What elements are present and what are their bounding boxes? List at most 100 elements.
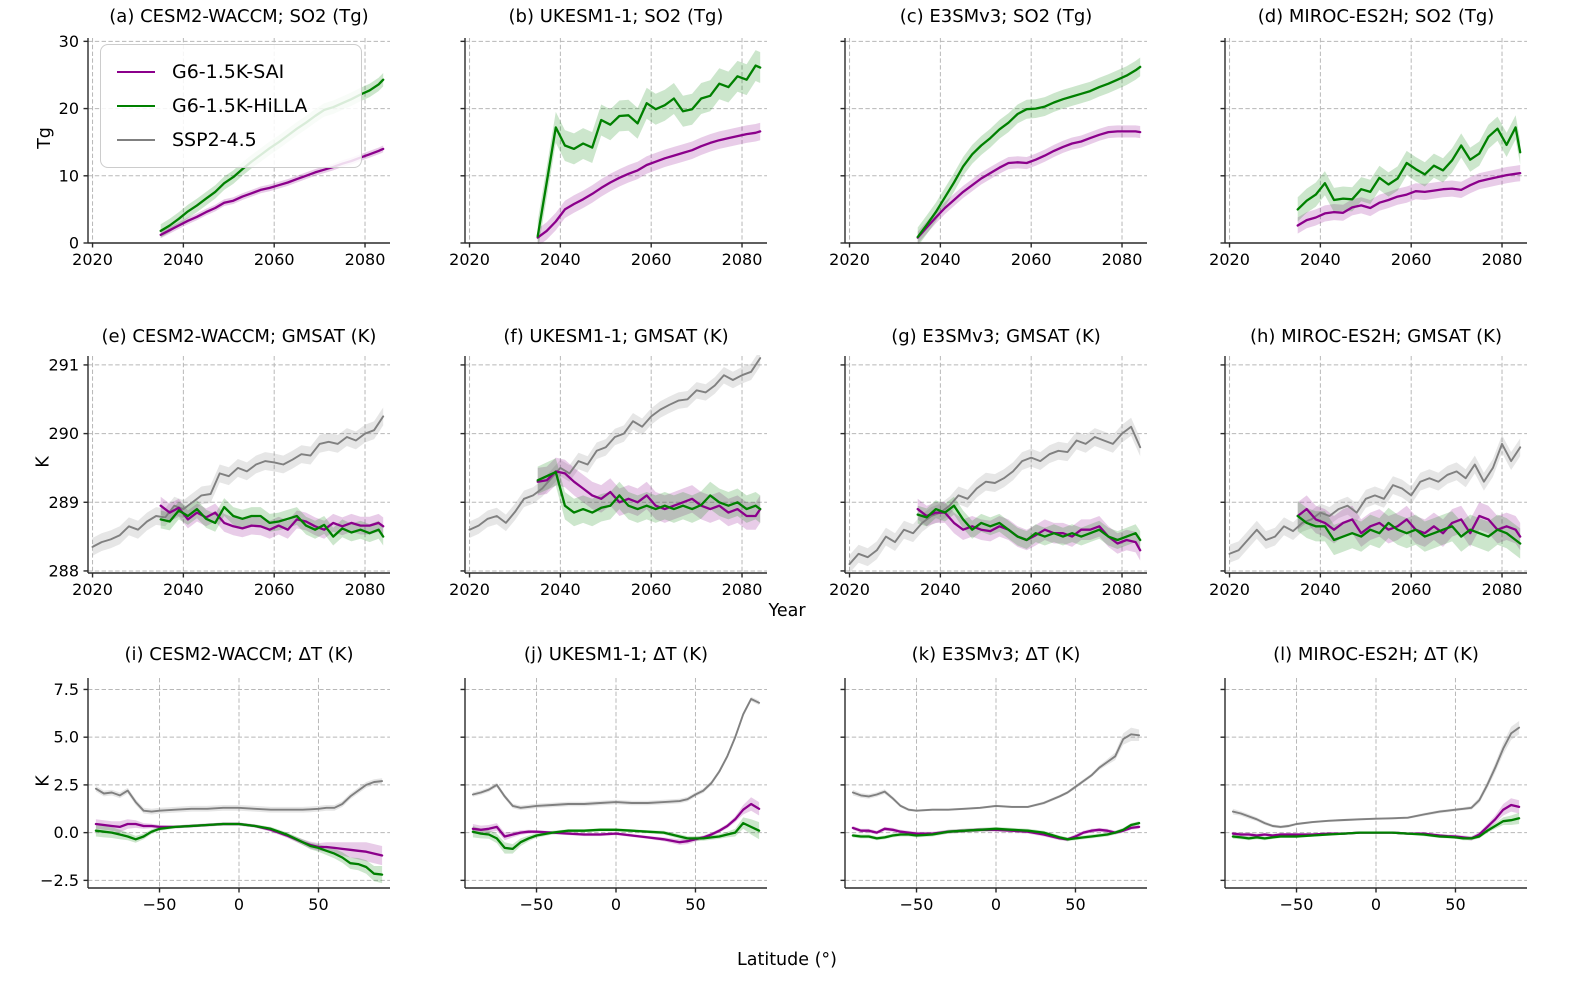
panel-d-title: (d) MIROC-ES2H; SO2 (Tg) — [1257, 6, 1495, 27]
svg-text:291: 291 — [48, 355, 79, 374]
svg-text:2080: 2080 — [1102, 250, 1143, 269]
xlabel-latitude: Latitude (°) — [737, 950, 837, 970]
panel-k: (k) E3SMv3; ΔT (K) −50 0 50 — [775, 642, 1157, 942]
panel-b-plot: 2020 2040 2060 2080 — [449, 38, 767, 269]
svg-text:2060: 2060 — [631, 250, 672, 269]
svg-text:2040: 2040 — [920, 250, 961, 269]
svg-text:2060: 2060 — [254, 580, 295, 599]
svg-text:2020: 2020 — [829, 250, 870, 269]
panel-e: (e) CESM2-WACCM; GMSAT (K) K 2020 2040 206… — [18, 312, 400, 612]
panel-l: (l) MIROC-ES2H; ΔT (K) −50 0 50 — [1155, 642, 1537, 942]
svg-text:2080: 2080 — [345, 250, 386, 269]
panel-c-title: (c) E3SMv3; SO2 (Tg) — [899, 6, 1093, 27]
svg-text:2040: 2040 — [540, 250, 581, 269]
panel-d-plot: 2020 2040 2060 2080 — [1209, 38, 1527, 269]
svg-text:10: 10 — [59, 166, 79, 185]
panel-c-plot: 2020 2040 2060 2080 — [829, 38, 1147, 269]
xlabel-year: Year — [768, 601, 806, 621]
svg-text:2020: 2020 — [829, 580, 870, 599]
svg-text:50: 50 — [685, 895, 705, 914]
panel-l-plot: −50 0 50 — [1220, 678, 1527, 914]
svg-text:0: 0 — [69, 234, 79, 253]
legend-label-ssp: SSP2-4.5 — [172, 129, 257, 151]
svg-text:2060: 2060 — [254, 250, 295, 269]
panel-h-title: (h) MIROC-ES2H; GMSAT (K) — [1249, 326, 1503, 347]
panel-c: (c) E3SMv3; SO2 (Tg) 2020 2040 2060 2080 — [775, 0, 1157, 300]
svg-text:2020: 2020 — [449, 250, 490, 269]
svg-text:0: 0 — [991, 895, 1001, 914]
svg-text:−50: −50 — [1280, 895, 1314, 914]
svg-text:−50: −50 — [520, 895, 554, 914]
legend-line-ssp-icon — [117, 138, 155, 142]
panel-e-title: (e) CESM2-WACCM; GMSAT (K) — [101, 326, 377, 347]
panel-j-plot: −50 0 50 — [460, 678, 767, 914]
svg-text:2040: 2040 — [540, 580, 581, 599]
panel-f-plot: 2020 2040 2060 2080 — [449, 355, 767, 599]
svg-text:2020: 2020 — [72, 250, 113, 269]
svg-text:2080: 2080 — [1102, 580, 1143, 599]
panel-f-title: (f) UKESM1-1; GMSAT (K) — [503, 326, 729, 347]
svg-text:5.0: 5.0 — [54, 728, 79, 747]
panel-f: (f) UKESM1-1; GMSAT (K) 2020 2040 2060 2080 — [395, 312, 777, 612]
svg-text:50: 50 — [1065, 895, 1085, 914]
svg-text:2080: 2080 — [345, 580, 386, 599]
svg-text:20: 20 — [59, 99, 79, 118]
svg-text:2040: 2040 — [1300, 250, 1341, 269]
panel-g-plot: 2020 2040 2060 2080 — [829, 356, 1147, 599]
svg-text:2020: 2020 — [1209, 250, 1250, 269]
svg-text:2040: 2040 — [163, 580, 204, 599]
svg-text:2080: 2080 — [722, 580, 763, 599]
svg-text:289: 289 — [48, 493, 79, 512]
svg-text:2020: 2020 — [449, 580, 490, 599]
svg-text:2040: 2040 — [920, 580, 961, 599]
panel-k-title: (k) E3SMv3; ΔT (K) — [911, 644, 1081, 665]
panel-e-plot: 2020 2040 2060 2080 288 289 290 291 — [48, 355, 390, 599]
svg-text:2060: 2060 — [1011, 250, 1052, 269]
panel-b-title: (b) UKESM1-1; SO2 (Tg) — [508, 6, 724, 27]
panel-g-title: (g) E3SMv3; GMSAT (K) — [891, 326, 1101, 347]
svg-text:50: 50 — [308, 895, 328, 914]
svg-text:0: 0 — [1371, 895, 1381, 914]
svg-text:0: 0 — [234, 895, 244, 914]
legend-line-hilla-icon — [117, 104, 155, 108]
panel-d: (d) MIROC-ES2H; SO2 (Tg) 2020 2040 2060 208… — [1155, 0, 1537, 300]
svg-text:2080: 2080 — [1482, 580, 1523, 599]
panel-a: (a) CESM2-WACCM; SO2 (Tg) Tg 2020 2040 206… — [18, 0, 400, 300]
svg-text:2060: 2060 — [1391, 580, 1432, 599]
legend-item-hilla: G6-1.5K-HiLLA — [117, 89, 361, 123]
panel-k-plot: −50 0 50 — [840, 678, 1147, 914]
svg-text:290: 290 — [48, 424, 79, 443]
svg-text:2.5: 2.5 — [54, 775, 79, 794]
panel-l-title: (l) MIROC-ES2H; ΔT (K) — [1273, 644, 1479, 665]
svg-text:2060: 2060 — [631, 580, 672, 599]
svg-text:30: 30 — [59, 32, 79, 51]
legend-line-sai-icon — [117, 70, 155, 74]
panel-j-title: (j) UKESM1-1; ΔT (K) — [523, 644, 709, 665]
svg-text:−50: −50 — [143, 895, 177, 914]
panel-i-plot: −50 0 50 −2.5 0.0 2.5 5.0 7.5 — [40, 678, 390, 914]
legend-label-hilla: G6-1.5K-HiLLA — [172, 95, 308, 117]
panel-a-title: (a) CESM2-WACCM; SO2 (Tg) — [109, 6, 369, 27]
svg-text:50: 50 — [1445, 895, 1465, 914]
svg-text:0: 0 — [611, 895, 621, 914]
panel-h-plot: 2020 2040 2060 2080 — [1209, 356, 1527, 599]
svg-text:0.0: 0.0 — [54, 823, 79, 842]
svg-text:2080: 2080 — [1482, 250, 1523, 269]
legend-label-sai: G6-1.5K-SAI — [172, 61, 285, 83]
panel-j: (j) UKESM1-1; ΔT (K) −50 0 50 — [395, 642, 777, 942]
panel-i-title: (i) CESM2-WACCM; ΔT (K) — [124, 644, 354, 665]
svg-text:−2.5: −2.5 — [40, 871, 79, 890]
svg-text:2080: 2080 — [722, 250, 763, 269]
svg-text:2040: 2040 — [1300, 580, 1341, 599]
panel-i: (i) CESM2-WACCM; ΔT (K) K −50 0 50 −2.5 0.0 2… — [18, 642, 400, 942]
svg-text:−50: −50 — [900, 895, 934, 914]
svg-text:2020: 2020 — [1209, 580, 1250, 599]
panel-b: (b) UKESM1-1; SO2 (Tg) 2020 2040 2060 2080 — [395, 0, 777, 300]
legend-item-sai: G6-1.5K-SAI — [117, 55, 361, 89]
svg-text:288: 288 — [48, 561, 79, 580]
svg-text:2060: 2060 — [1391, 250, 1432, 269]
svg-text:2040: 2040 — [163, 250, 204, 269]
svg-text:7.5: 7.5 — [54, 680, 79, 699]
legend: G6-1.5K-SAI G6-1.5K-HiLLA SSP2-4.5 — [100, 44, 362, 168]
